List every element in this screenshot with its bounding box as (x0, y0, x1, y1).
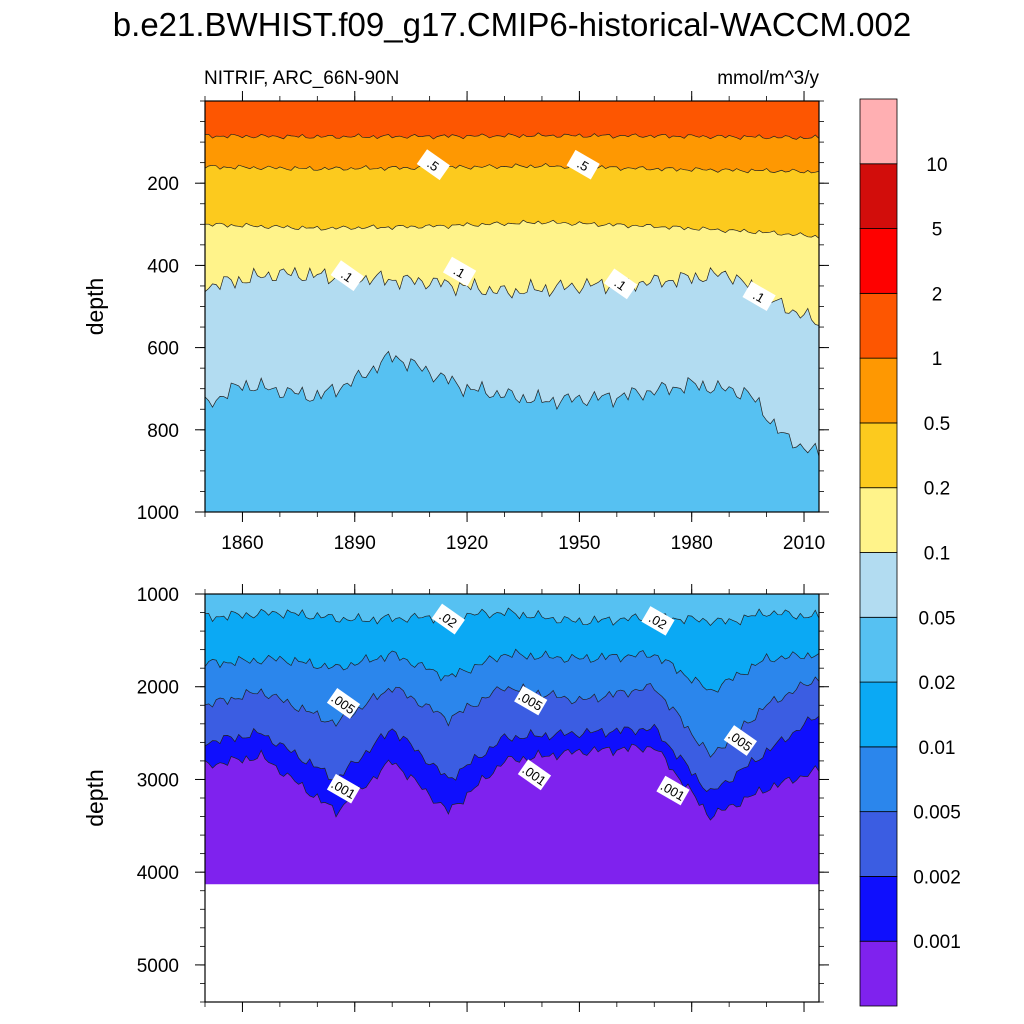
colorbar-label: 0.2 (924, 479, 950, 500)
surface-band (205, 101, 819, 104)
x-tick-label: 1980 (671, 533, 713, 554)
colorbar-label: 0.002 (913, 867, 961, 888)
colorbar-swatch (859, 876, 898, 942)
colorbar-label: 0.005 (913, 803, 961, 824)
subtitle-left: NITRIF, ARC_66N-90N (204, 68, 399, 89)
y-tick-label: 1000 (137, 503, 179, 524)
contour-label-box (326, 773, 361, 804)
colorbar-swatch (859, 811, 898, 877)
y-axis-label: depth (82, 278, 108, 336)
colorbar-swatch (859, 163, 898, 229)
chart-title: b.e21.BWHIST.f09_g17.CMIP6-historical-WA… (113, 6, 911, 43)
y-tick-label: 800 (147, 421, 179, 442)
contour-label: .1 (330, 260, 364, 292)
contour-label: .5 (416, 149, 451, 181)
x-tick-label: 1890 (334, 533, 376, 554)
contour-label-box (656, 775, 690, 806)
colorbar-swatch (859, 940, 898, 1007)
contour-label: .1 (442, 256, 477, 287)
colorbar-label: 0.001 (913, 932, 961, 953)
contour-label: .001 (517, 759, 552, 791)
lower-panel: .02.02.005.005.005.001.001.0011000200030… (82, 584, 829, 1012)
colorbar-swatch (859, 357, 898, 424)
contour-label-box (442, 256, 477, 287)
contour-label-box (603, 268, 638, 300)
colorbar-label: 5 (932, 220, 943, 241)
colorbar-swatch (859, 746, 898, 813)
contour-label-box (431, 603, 465, 635)
colorbar-swatch (859, 616, 898, 683)
contour-label: .5 (566, 149, 600, 180)
colorbar-label: 0.05 (919, 608, 956, 629)
colorbar-label: 2 (932, 284, 943, 305)
contour-layer-1 (204, 100, 820, 140)
contour-label-box (517, 759, 552, 791)
contour-label-box (514, 685, 548, 716)
contour-label-box (566, 149, 600, 180)
colorbar-swatch (859, 422, 898, 489)
contour-layer-0_02 (204, 593, 820, 627)
colorbar-swatch (859, 292, 898, 359)
colorbar-swatch (859, 228, 898, 294)
contour-label-box (641, 606, 675, 636)
y-tick-label: 200 (147, 174, 179, 195)
colorbar-label: 0.02 (919, 673, 956, 694)
y-tick-label: 5000 (137, 956, 179, 977)
y-tick-label: 4000 (137, 863, 179, 884)
contour-label: .1 (742, 281, 776, 312)
contour-label: .1 (603, 268, 638, 300)
contour-label-box (330, 260, 364, 292)
colorbar: 0.001 0.002 0.005 0.01 0.02 0.05 0.1 0.2 0.5 1 2 5 1… (859, 98, 961, 1007)
x-tick-label: 1920 (446, 533, 488, 554)
y-tick-label: 400 (147, 256, 179, 277)
colorbar-label: 0.5 (924, 414, 950, 435)
colorbar-swatch (859, 552, 898, 618)
y-tick-label: 1000 (137, 585, 179, 606)
contour-label-box (723, 725, 758, 756)
x-tick-label: 2010 (783, 533, 825, 554)
colorbar-label: 10 (926, 155, 947, 176)
colorbar-swatch (859, 681, 898, 748)
y-tick-label: 600 (147, 339, 179, 360)
x-tick-label: 1950 (558, 533, 600, 554)
contour-label: .02 (431, 603, 465, 635)
colorbar-label: 1 (932, 349, 943, 370)
x-tick-label: 1860 (221, 533, 263, 554)
subtitle-right: mmol/m^3/y (717, 68, 819, 89)
colorbar-swatch (859, 487, 898, 553)
contour-label-box (416, 149, 451, 181)
y-tick-label: 3000 (137, 770, 179, 791)
colorbar-swatch (859, 98, 898, 165)
contour-label: .02 (641, 606, 675, 636)
upper-panel: .5 .5 .1 .1 .1 .1 200 400 600 800 1000 1860 1890 1920… (82, 91, 829, 554)
contour-label-box (742, 281, 776, 312)
contour-label-box (326, 688, 361, 719)
colorbar-label: 0.1 (924, 544, 950, 565)
colorbar-label: 0.01 (919, 738, 956, 759)
y-axis-label: depth (82, 769, 108, 827)
y-tick-label: 2000 (137, 678, 179, 699)
